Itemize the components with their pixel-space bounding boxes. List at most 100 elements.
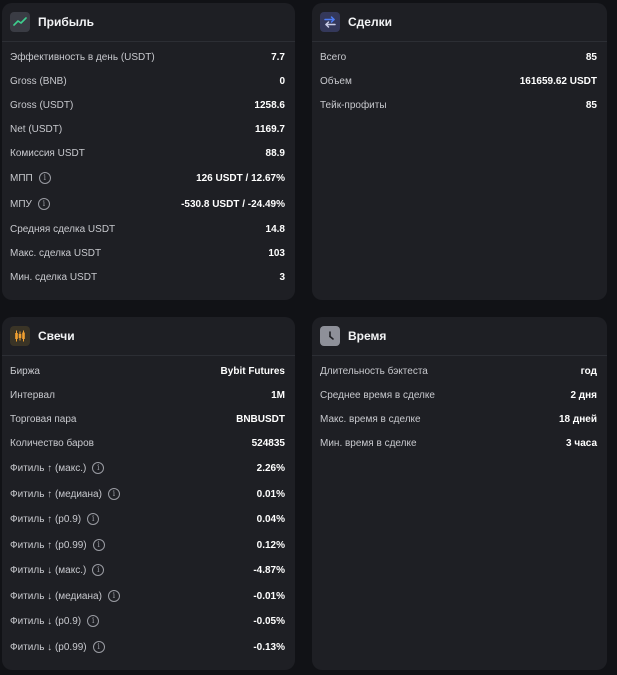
deals-card-title: Сделки: [348, 15, 392, 29]
row-label: Мин. время в сделке: [320, 437, 417, 449]
row-label: Комиссия USDT: [10, 147, 85, 159]
row-value: -0.05%: [253, 615, 285, 627]
row-label: Длительность бэктеста: [320, 365, 428, 377]
row-value: -530.8 USDT / -24.49%: [181, 198, 285, 210]
row-label: Количество баров: [10, 437, 94, 449]
profit-row: Макс. сделка USDT 103: [10, 245, 285, 261]
row-value: 2.26%: [256, 462, 285, 474]
time-row: Длительность бэктеста год: [320, 363, 597, 379]
candles-row: Биржа Bybit Futures: [10, 363, 285, 379]
candles-row: Фитиль ↓ (макс.) i -4.87%: [10, 562, 285, 578]
time-card-title: Время: [348, 329, 387, 343]
time-row: Среднее время в сделке 2 дня: [320, 387, 597, 403]
clock-icon: [320, 326, 340, 346]
profit-row: МПП i 126 USDT / 12.67%: [10, 170, 285, 186]
row-label: Фитиль ↑ (медиана): [10, 488, 102, 500]
row-value: 1258.6: [254, 99, 285, 111]
candles-card: Свечи Биржа Bybit Futures Интервал 1M Торг…: [2, 317, 295, 670]
candlestick-icon: [10, 326, 30, 346]
row-value: -0.13%: [253, 641, 285, 653]
info-icon[interactable]: i: [92, 539, 105, 551]
row-label: Всего: [320, 51, 347, 63]
row-label: МПУ: [10, 198, 32, 210]
trend-up-icon: [10, 12, 30, 32]
info-icon[interactable]: i: [92, 564, 105, 576]
info-icon[interactable]: i: [107, 590, 120, 602]
row-value: 0.12%: [256, 539, 285, 551]
row-value: -4.87%: [253, 564, 285, 576]
row-value: 88.9: [265, 147, 285, 159]
row-value: -0.01%: [253, 590, 285, 602]
row-value: 524835: [251, 437, 285, 449]
info-icon[interactable]: i: [37, 198, 50, 210]
row-value: 3 часа: [566, 437, 597, 449]
row-value: 1M: [271, 389, 285, 401]
row-label: Фитиль ↑ (p0.9): [10, 513, 82, 525]
row-value: BNBUSDT: [236, 413, 285, 425]
row-label: МПП: [10, 172, 33, 184]
profit-row: Gross (BNB) 0: [10, 73, 285, 89]
candles-row: Интервал 1M: [10, 387, 285, 403]
time-row: Мин. время в сделке 3 часа: [320, 435, 597, 451]
candles-row: Торговая пара BNBUSDT: [10, 411, 285, 427]
row-label: Фитиль ↑ (p0.99): [10, 539, 87, 551]
row-label: Объем: [320, 75, 352, 87]
info-icon[interactable]: i: [87, 615, 100, 627]
row-value: 1169.7: [254, 123, 285, 135]
profit-row: Комиссия USDT 88.9: [10, 145, 285, 161]
row-label: Эффективность в день (USDT): [10, 51, 155, 63]
info-icon[interactable]: i: [92, 462, 105, 474]
info-icon[interactable]: i: [92, 641, 105, 653]
candles-row: Фитиль ↓ (p0.9) i -0.05%: [10, 613, 285, 629]
row-label: Фитиль ↓ (p0.99): [10, 641, 87, 653]
row-value: 2 дня: [570, 389, 597, 401]
profit-card: Прибыль Эффективность в день (USDT) 7.7 G…: [2, 3, 295, 300]
row-value: 0.04%: [256, 513, 285, 525]
deals-row: Объем 161659.62 USDT: [320, 73, 597, 89]
row-value: 7.7: [271, 51, 285, 63]
deals-card-header: Сделки: [312, 3, 607, 42]
candles-row: Фитиль ↑ (p0.99) i 0.12%: [10, 537, 285, 553]
time-card: Время Длительность бэктеста год Среднее в…: [312, 317, 607, 670]
row-value: год: [580, 365, 597, 377]
row-label: Мин. сделка USDT: [10, 271, 98, 283]
info-icon[interactable]: i: [38, 172, 51, 184]
info-icon[interactable]: i: [107, 488, 120, 500]
profit-card-title: Прибыль: [38, 15, 94, 29]
row-label: Net (USDT): [10, 123, 63, 135]
row-value: 85: [585, 51, 597, 63]
swap-arrows-icon: [320, 12, 340, 32]
row-label: Gross (USDT): [10, 99, 74, 111]
candles-row: Фитиль ↓ (p0.99) i -0.13%: [10, 639, 285, 655]
row-label: Биржа: [10, 365, 40, 377]
row-label: Тейк-профиты: [320, 99, 387, 111]
profit-row: Gross (USDT) 1258.6: [10, 97, 285, 113]
row-value: 0.01%: [256, 488, 285, 500]
row-label: Gross (BNB): [10, 75, 67, 87]
deals-card: Сделки Всего 85 Объем 161659.62 USDT Тейк-…: [312, 3, 607, 300]
deals-row: Всего 85: [320, 49, 597, 65]
row-label: Фитиль ↓ (макс.): [10, 564, 87, 576]
row-label: Среднее время в сделке: [320, 389, 435, 401]
row-label: Средняя сделка USDT: [10, 223, 116, 235]
candles-card-title: Свечи: [38, 329, 75, 343]
candles-row: Фитиль ↑ (p0.9) i 0.04%: [10, 511, 285, 527]
row-value: 103: [268, 247, 285, 259]
info-icon[interactable]: i: [87, 513, 100, 525]
time-row: Макс. время в сделке 18 дней: [320, 411, 597, 427]
profit-card-header: Прибыль: [2, 3, 295, 42]
row-value: Bybit Futures: [220, 365, 285, 377]
row-value: 18 дней: [559, 413, 597, 425]
row-value: 126 USDT / 12.67%: [196, 172, 285, 184]
candles-row: Фитиль ↑ (макс.) i 2.26%: [10, 460, 285, 476]
row-label: Фитиль ↑ (макс.): [10, 462, 87, 474]
time-card-header: Время: [312, 317, 607, 356]
candles-row: Количество баров 524835: [10, 435, 285, 451]
row-label: Фитиль ↓ (p0.9): [10, 615, 82, 627]
row-label: Торговая пара: [10, 413, 77, 425]
row-value: 3: [279, 271, 285, 283]
row-label: Макс. сделка USDT: [10, 247, 102, 259]
profit-row: Эффективность в день (USDT) 7.7: [10, 49, 285, 65]
row-value: 14.8: [265, 223, 285, 235]
candles-row: Фитиль ↑ (медиана) i 0.01%: [10, 486, 285, 502]
